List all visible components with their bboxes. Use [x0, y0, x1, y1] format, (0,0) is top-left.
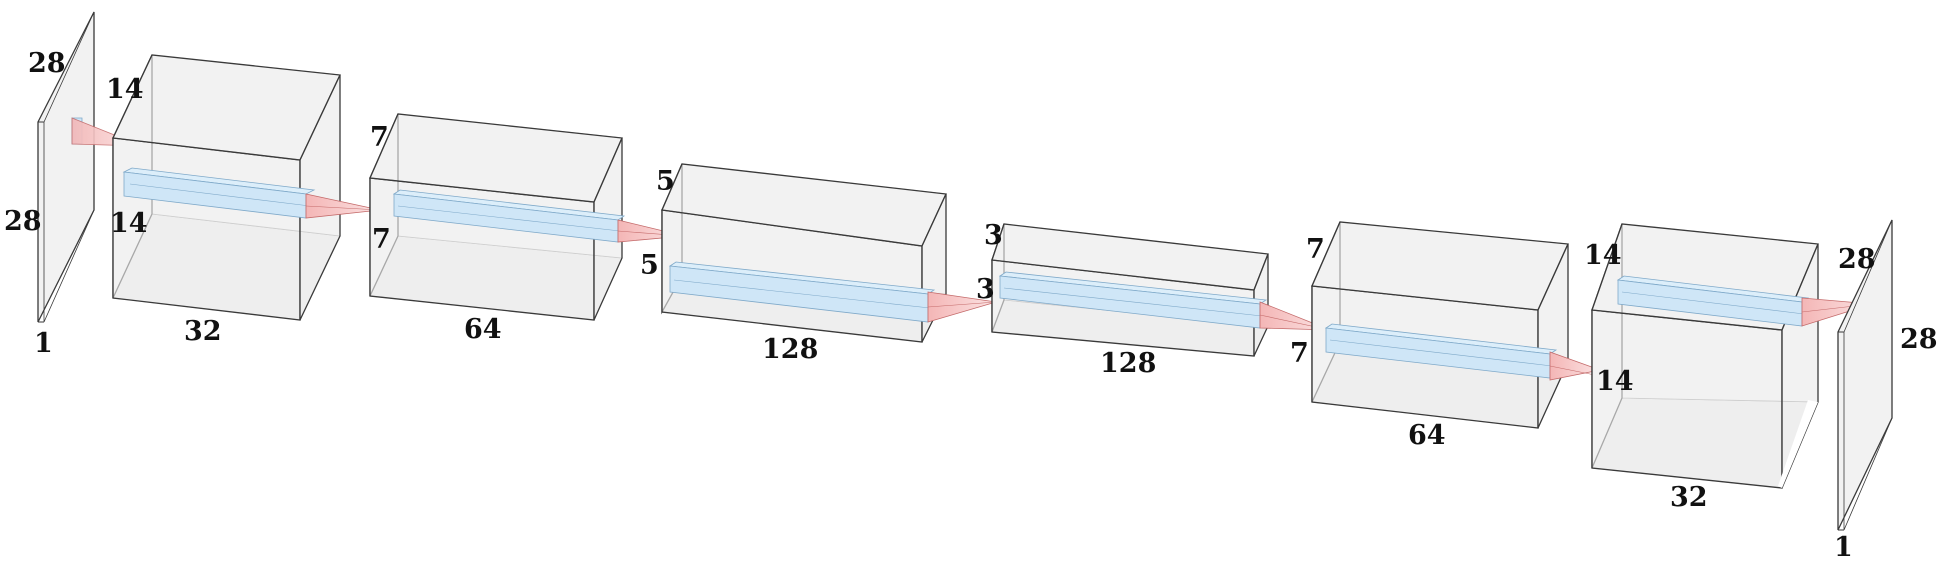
enc2-height-label: 7 — [370, 122, 389, 153]
enc1-channels-label: 32 — [184, 316, 222, 347]
dec2-height-label: 7 — [1306, 234, 1325, 265]
output-depth-label: 28 — [1900, 324, 1938, 355]
dec1-channels-label: 128 — [1100, 348, 1156, 379]
enc3-height-label: 5 — [656, 166, 675, 197]
decoder-block-2: 7 7 64 — [1290, 221, 1602, 451]
dec1-height-label: 3 — [984, 220, 1003, 251]
dec1-depth-label: 3 — [976, 274, 995, 305]
enc3-channels-label: 128 — [762, 334, 818, 365]
enc2-depth-label: 7 — [372, 224, 391, 255]
output-channels-label: 1 — [1834, 532, 1853, 563]
input-plane: 28 28 1 — [4, 11, 143, 359]
output-height-label: 28 — [1838, 244, 1876, 275]
enc2-channels-label: 64 — [464, 314, 502, 345]
dec2-depth-label: 7 — [1290, 338, 1309, 369]
input-height-label: 28 — [28, 48, 66, 79]
enc3-depth-label: 5 — [640, 250, 659, 281]
encoder-block-2: 7 7 64 — [369, 113, 685, 345]
dec3-channels-label: 32 — [1670, 482, 1708, 513]
dec3-height-label: 14 — [1584, 240, 1622, 271]
dec2-channels-label: 64 — [1408, 420, 1446, 451]
output-plane: 28 28 1 — [1834, 219, 1938, 563]
input-depth-label: 28 — [4, 206, 42, 237]
enc1-depth-label: 14 — [110, 208, 148, 239]
encoder-block-1: 14 14 32 — [106, 54, 381, 347]
enc1-height-label: 14 — [106, 74, 144, 105]
encoder-block-3: 5 5 128 — [640, 163, 997, 365]
decoder-block-3: 14 14 32 — [1584, 223, 1873, 513]
input-channels-label: 1 — [34, 328, 53, 359]
decoder-block-1: 3 3 128 — [976, 220, 1331, 379]
dec3-depth-label: 14 — [1596, 366, 1634, 397]
